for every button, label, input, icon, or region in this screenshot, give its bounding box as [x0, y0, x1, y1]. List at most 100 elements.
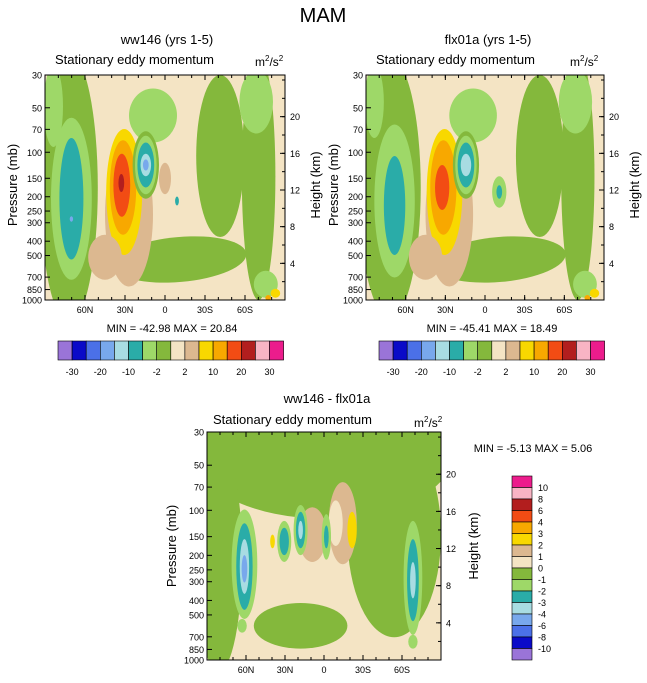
panel-subtitle: Stationary eddy momentum [55, 52, 214, 67]
colorbar-label: 4 [538, 518, 543, 528]
x-tick-label: 60S [394, 665, 410, 675]
colorbar-swatch [511, 544, 533, 557]
y-tick-label: 500 [27, 251, 42, 261]
y-tick-label: 400 [348, 237, 363, 247]
y-right-tick-label: 20 [290, 112, 300, 122]
contour-region [175, 196, 179, 206]
colorbar-label: -6 [538, 621, 546, 631]
colorbar-swatch [378, 340, 394, 361]
colorbar-swatch [511, 487, 533, 500]
colorbar-swatch [420, 340, 436, 361]
y-tick-label: 50 [32, 103, 42, 113]
y-right-tick-label: 8 [609, 222, 614, 232]
colorbar-swatch [226, 340, 242, 361]
y-right-tick-label: 16 [446, 507, 456, 517]
colorbar-swatch [511, 613, 533, 626]
contour-region [59, 138, 84, 260]
y-tick-label: 100 [348, 148, 363, 158]
y-tick-label: 30 [353, 71, 363, 81]
colorbar-label: -3 [538, 598, 546, 608]
contour-region [584, 295, 591, 300]
colorbar-swatch [463, 340, 479, 361]
y-tick-label: 1000 [343, 296, 363, 306]
y-tick-label: 70 [32, 125, 42, 135]
contour-region [496, 185, 503, 199]
contour-region [118, 174, 125, 192]
panel-difference: ww146 - flx01a Stationary eddy momentum … [164, 391, 592, 675]
colorbar-swatch [212, 340, 228, 361]
colorbar-swatch [511, 636, 533, 649]
contour-region [241, 555, 248, 583]
colorbar-swatch [511, 567, 533, 580]
colorbar-label: 6 [538, 506, 543, 516]
contour-region [558, 75, 593, 134]
colorbar-swatch [449, 340, 464, 361]
colorbar-swatch [269, 340, 284, 361]
contour-region [253, 603, 348, 649]
x-tick-label: 30N [117, 305, 134, 315]
y-right-tick-label: 12 [290, 186, 300, 196]
y-right-tick-label: 8 [446, 581, 451, 591]
colorbar-label: -20 [415, 367, 428, 377]
contour-region [366, 75, 384, 138]
contour-region [408, 234, 443, 280]
contour-region [460, 153, 472, 177]
y-tick-label: 30 [194, 428, 204, 438]
x-tick-label: 0 [162, 305, 167, 315]
contour-region [279, 527, 289, 556]
x-tick-label: 60S [237, 305, 253, 315]
contour-region [159, 162, 171, 195]
colorbar-label: 1 [538, 552, 543, 562]
colorbar-swatch [392, 340, 408, 361]
y-tick-label: 1000 [184, 656, 204, 666]
x-tick-label: 0 [321, 665, 326, 675]
colorbar-swatch [85, 340, 101, 361]
colorbar-swatch [184, 340, 200, 361]
x-tick-label: 30S [355, 665, 371, 675]
colorbar-label: 20 [236, 367, 246, 377]
y-right-tick-label: 20 [609, 112, 619, 122]
contour-region [207, 443, 243, 660]
colorbar-label: -20 [94, 367, 107, 377]
colorbar-swatch [511, 648, 533, 661]
colorbar-swatch [511, 602, 533, 615]
y-right-tick-label: 12 [446, 544, 456, 554]
colorbar-swatch [533, 340, 549, 361]
colorbar-swatch [128, 340, 143, 361]
y-tick-label: 300 [348, 218, 363, 228]
colorbar-swatch [71, 340, 87, 361]
colorbar-label: -4 [538, 610, 546, 620]
contour-region [129, 88, 177, 143]
contour-field [207, 432, 441, 660]
stats-label: MIN = -5.13 MAX = 5.06 [474, 443, 593, 455]
y-right-tick-label: 4 [609, 259, 614, 269]
contour-region [88, 234, 122, 280]
contour-region [383, 156, 406, 255]
y-axis-label: Pressure (mb) [5, 144, 20, 226]
panel-flx01a: flx01a (yrs 1-5) Stationary eddy momentu… [326, 32, 642, 335]
colorbar-label: 3 [538, 529, 543, 539]
colorbar-swatch [255, 340, 270, 361]
y-tick-label: 200 [27, 192, 42, 202]
contour-region [298, 520, 303, 540]
colorbar-label: 10 [538, 483, 548, 493]
colorbar-swatch [561, 340, 577, 361]
y-axis-label-right: Height (km) [308, 151, 323, 218]
colorbar-swatch [491, 340, 507, 361]
colorbar-label: -1 [538, 575, 546, 585]
x-tick-label: 60S [556, 305, 572, 315]
colorbar-swatch [511, 590, 533, 603]
colorbar-horizontal: -30 -20 -10 -2 2 10 20 30 -30 -20 -10 -2 2 10 20 30 [57, 340, 605, 377]
colorbar-label: -10 [122, 367, 135, 377]
x-tick-label: 30N [437, 305, 454, 315]
contour-region [408, 634, 418, 649]
panel-ww146: ww146 (yrs 1-5) Stationary eddy momentum… [5, 32, 323, 335]
x-tick-label: 30S [517, 305, 533, 315]
y-tick-label: 250 [27, 207, 42, 217]
contour-region [239, 75, 273, 134]
y-tick-label: 700 [189, 632, 204, 642]
x-tick-label: 30S [197, 305, 213, 315]
contour-region [347, 432, 441, 638]
y-axis-label-right: Height (km) [627, 151, 642, 218]
